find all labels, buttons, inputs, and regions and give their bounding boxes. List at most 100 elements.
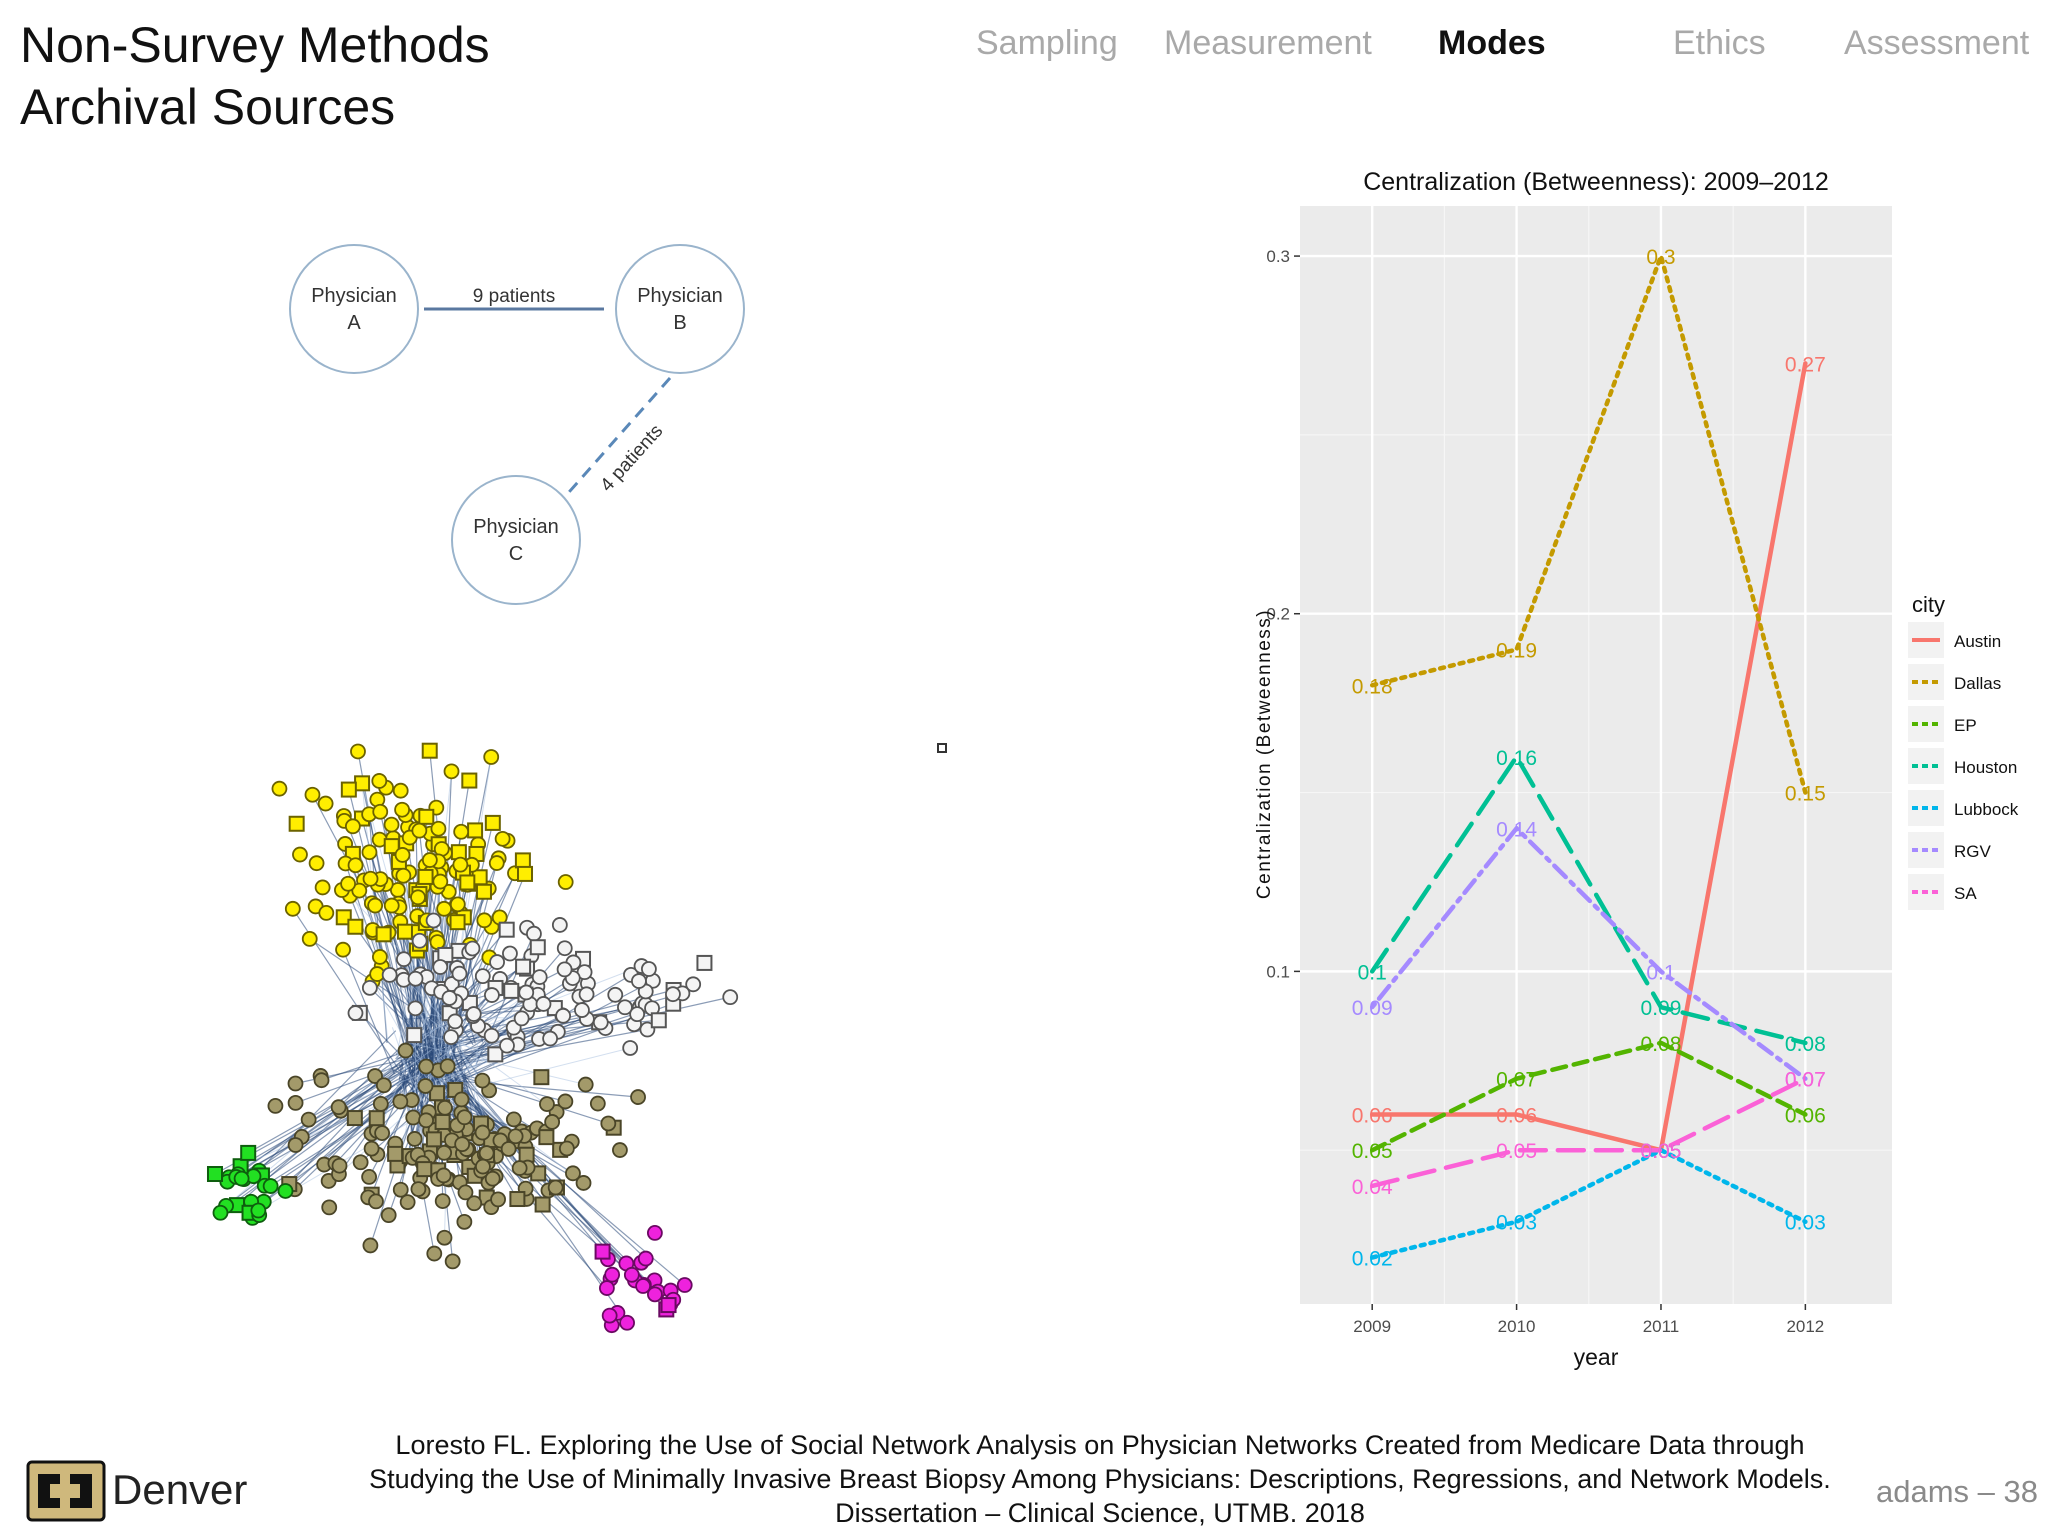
network-node-square xyxy=(518,1146,535,1163)
network-node xyxy=(399,1194,416,1211)
data-label-lubbock: 0.05 xyxy=(1641,1140,1682,1163)
network-node-square xyxy=(425,1131,442,1148)
series-lines xyxy=(1369,248,1808,1260)
data-label-dallas: 0.18 xyxy=(1352,675,1393,698)
physician-node-a: Physician A xyxy=(289,244,419,374)
network-node xyxy=(565,1165,581,1182)
network-node xyxy=(577,1076,594,1093)
nav-tab-modes[interactable]: Modes xyxy=(1438,24,1546,62)
network-node xyxy=(212,1204,229,1221)
network-node-square xyxy=(534,1196,551,1213)
section-nav: Sampling Measurement Modes Ethics Assess… xyxy=(960,24,2040,74)
x-tick-label: 2011 xyxy=(1643,1317,1680,1336)
network-node xyxy=(592,1014,609,1031)
network-edge xyxy=(253,1030,397,1177)
slide-title-line2: Archival Sources xyxy=(20,79,396,135)
network-node xyxy=(474,1158,491,1175)
network-node xyxy=(362,1237,379,1254)
network-node xyxy=(436,1144,453,1161)
physician-diagram-and-network: 9 patients 4 patients Physician A Physic… xyxy=(206,244,947,1334)
network-node xyxy=(575,1175,592,1191)
y-tick-label: 0.1 xyxy=(1266,962,1290,981)
network-node xyxy=(647,1286,663,1303)
left-figure-panel: 9 patients 4 patients Physician A Physic… xyxy=(200,230,1000,1400)
data-label-rgv: 0.1 xyxy=(1646,961,1675,984)
data-label-ep: 0.05 xyxy=(1352,1140,1393,1163)
network-node xyxy=(439,1058,456,1075)
network-node xyxy=(271,780,288,797)
network-node xyxy=(407,970,424,987)
nav-tab-ethics[interactable]: Ethics xyxy=(1673,24,1766,62)
network-node xyxy=(544,1114,561,1130)
network-node-square xyxy=(475,883,492,900)
network-node xyxy=(499,1037,515,1054)
network-node-square xyxy=(429,1085,446,1102)
network-node xyxy=(456,1213,473,1230)
network-node-square xyxy=(368,1110,385,1127)
network-node-square xyxy=(515,958,532,975)
network-node xyxy=(372,949,388,965)
network-node xyxy=(604,1266,621,1283)
physician-node-b: Physician B xyxy=(615,244,745,374)
nav-tab-measurement[interactable]: Measurement xyxy=(1164,24,1372,62)
network-node-square xyxy=(650,1012,667,1029)
logo-text: Denver xyxy=(112,1466,248,1513)
network-edge xyxy=(430,1028,648,1071)
network-node xyxy=(556,961,573,978)
network-node xyxy=(374,1125,391,1141)
network-node xyxy=(406,1131,423,1147)
network-node xyxy=(494,830,511,847)
network-node-square xyxy=(696,954,713,971)
network-node xyxy=(505,1111,522,1128)
data-label-ep: 0.08 xyxy=(1641,1033,1682,1056)
network-node xyxy=(304,786,321,803)
network-node xyxy=(617,999,633,1016)
network-edge xyxy=(321,1039,441,1081)
data-label-lubbock: 0.03 xyxy=(1496,1212,1537,1235)
network-node xyxy=(394,847,411,863)
network-node-square xyxy=(418,808,435,825)
network-node xyxy=(383,816,400,833)
network-node xyxy=(344,818,361,835)
data-label-houston: 0.08 xyxy=(1785,1033,1826,1056)
nav-tab-sampling[interactable]: Sampling xyxy=(976,24,1118,62)
network-node xyxy=(352,1154,369,1171)
network-node-square xyxy=(937,743,947,753)
network-node xyxy=(432,873,449,890)
data-label-sa: 0.05 xyxy=(1496,1140,1537,1163)
legend-label-ep: EP xyxy=(1954,716,1977,735)
network-node xyxy=(411,822,428,839)
data-label-houston: 0.16 xyxy=(1496,747,1537,770)
network-node xyxy=(457,1184,474,1201)
citation-line1: Loresto FL. Exploring the Use of Social … xyxy=(395,1430,1805,1460)
network-node xyxy=(557,874,574,890)
network-node-square xyxy=(288,815,305,832)
network-edge xyxy=(419,989,674,1058)
network-node xyxy=(430,820,447,837)
network-edge xyxy=(359,1012,429,1084)
network-edge xyxy=(235,1080,403,1178)
data-label-dallas: 0.19 xyxy=(1496,639,1537,662)
network-node-square xyxy=(461,772,478,789)
network-node xyxy=(347,1005,364,1021)
physician-node-b-id: B xyxy=(673,312,686,334)
edge-a-b-label: 9 patients xyxy=(473,286,555,307)
network-node xyxy=(631,973,647,989)
network-node xyxy=(397,1042,414,1059)
network-node xyxy=(542,1030,559,1047)
nav-tab-assessment[interactable]: Assessment xyxy=(1844,24,2030,62)
network-node xyxy=(436,1229,453,1246)
network-node-square xyxy=(487,1046,504,1063)
network-node xyxy=(308,855,325,872)
network-node xyxy=(331,1157,348,1174)
network-node-square xyxy=(340,781,357,798)
data-label-lubbock: 0.02 xyxy=(1352,1248,1393,1271)
network-node xyxy=(453,823,470,840)
network-node xyxy=(502,945,518,962)
network-node xyxy=(607,986,624,1003)
network-node xyxy=(441,990,458,1006)
network-node xyxy=(623,1266,640,1283)
network-node-square xyxy=(538,1129,555,1146)
network-node xyxy=(287,1137,304,1153)
network-node-square xyxy=(533,1069,550,1086)
